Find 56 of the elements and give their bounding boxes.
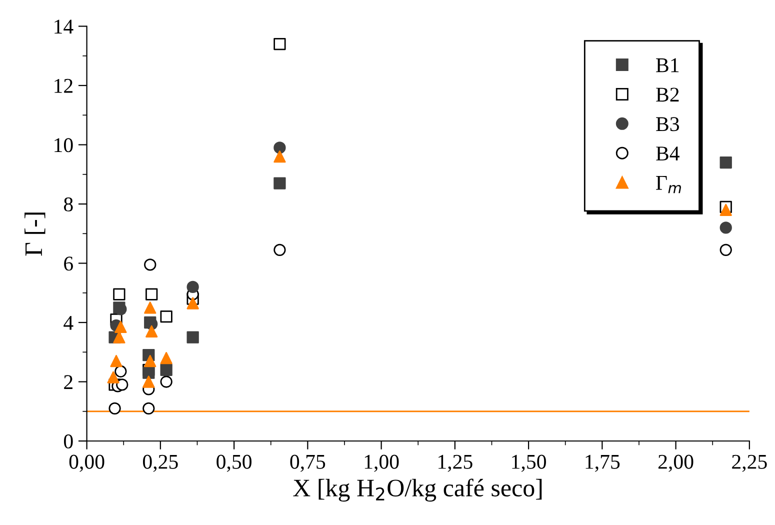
legend-label: B3 [656,117,679,132]
point [116,378,128,391]
point [274,38,286,50]
x-axis-title: X [kg H$_{2}$O/kg café seco] [293,478,542,502]
y-tick-label: 2 [64,375,72,389]
legend-label: B2 [656,88,679,102]
point [274,177,286,190]
x-tick-label: 0,75 [290,454,326,472]
legend-label: Γ$_{m}$ [656,176,681,194]
y-tick-label: 14 [54,20,74,34]
y-tick-label: 4 [64,316,74,330]
point [274,142,286,154]
legend-label: B4 [656,146,680,160]
point [107,371,120,384]
point [144,258,156,271]
point [186,280,199,294]
point [720,156,732,169]
point [114,365,127,378]
point [274,150,286,163]
x-tick-label: 1,50 [512,454,546,472]
point [108,402,121,414]
point [142,376,155,388]
y-tick-label: 12 [54,78,72,93]
y-tick-label: 0 [64,434,73,448]
point [146,288,158,300]
point [142,366,155,379]
point [142,402,155,414]
point [186,297,199,310]
point [146,325,158,338]
point [720,222,732,234]
x-tick-label: 0,50 [216,454,252,472]
x-tick-label: 1,75 [586,454,620,472]
y-tick-label: 10 [54,138,73,152]
point [160,352,172,364]
x-tick-label: 2,00 [658,454,694,472]
x-tick-label: 0,25 [142,454,178,472]
y-tick-label: 6 [64,256,73,271]
legend-label: B1 [656,58,679,72]
point [114,320,127,334]
y-tick-label: 8 [64,197,73,212]
point [110,354,122,368]
point [144,302,156,314]
x-tick-label: 2,25 [732,454,767,472]
point [274,244,286,256]
x-tick-label: 1,00 [364,454,399,472]
point [160,376,172,388]
point [160,364,172,376]
point [720,204,732,216]
y-axis-title: Γ [-] [24,212,46,256]
point [720,244,732,256]
point [144,354,156,368]
x-tick-label: 0,00 [69,454,104,472]
x-tick-label: 1,25 [438,454,472,472]
point [160,310,172,323]
point [186,331,199,344]
point [113,288,126,300]
